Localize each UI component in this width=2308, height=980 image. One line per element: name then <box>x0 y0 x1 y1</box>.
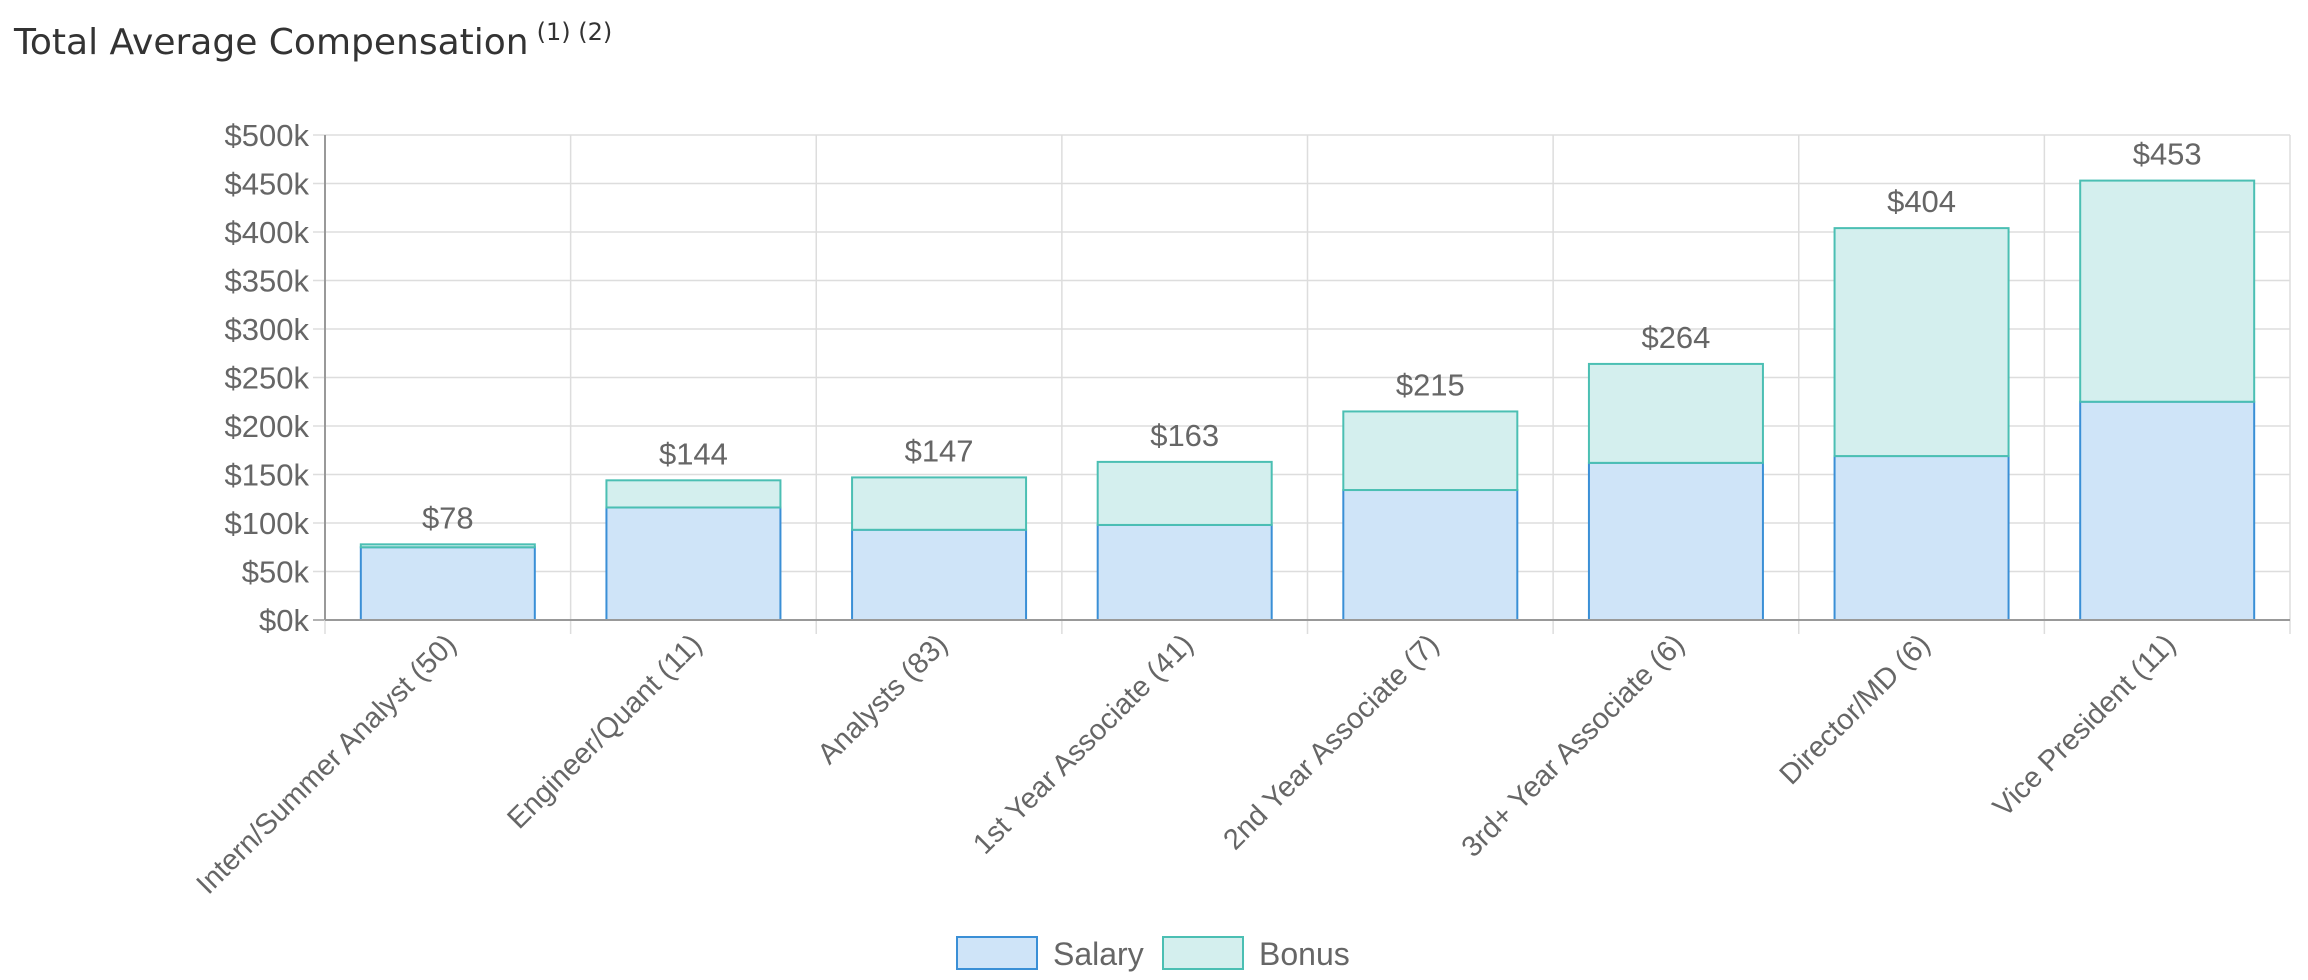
bar-salary <box>851 528 1028 621</box>
y-tick-label: $50k <box>242 555 310 590</box>
bar-salary <box>359 546 536 621</box>
bar-salary <box>1096 523 1273 621</box>
y-tick-label: $400k <box>225 215 310 250</box>
y-tick-label: $450k <box>225 167 310 202</box>
total-value-label: $264 <box>1641 320 1710 355</box>
bar-salary <box>605 506 782 622</box>
x-tick-label: Vice President (11) <box>1987 628 2182 823</box>
total-value-label: $404 <box>1887 184 1956 219</box>
x-tick-label: Director/MD (6) <box>1774 628 1937 791</box>
bar-salary <box>2079 400 2256 621</box>
legend: Salary Bonus <box>956 936 1350 972</box>
total-value-label: $147 <box>905 433 974 468</box>
y-tick-label: $250k <box>225 361 310 396</box>
bar-bonus <box>2079 179 2256 403</box>
bar-bonus <box>1096 460 1273 526</box>
bars <box>359 179 2256 622</box>
x-tick-label: Engineer/Quant (11) <box>501 628 708 835</box>
bar-bonus <box>1587 362 1764 464</box>
legend-swatch <box>956 936 1038 970</box>
total-value-label: $144 <box>659 436 728 471</box>
chart-title-text: Total Average Compensation <box>14 22 529 63</box>
chart-title-footnotes: (1) (2) <box>536 18 613 46</box>
legend-swatch <box>1162 936 1244 970</box>
total-value-label: $78 <box>422 500 474 535</box>
y-tick-label: $500k <box>225 118 310 153</box>
x-tick-label: Analysts (83) <box>812 628 954 770</box>
x-tick-label: 3rd+ Year Associate (6) <box>1456 628 1691 863</box>
legend-label: Salary <box>1053 936 1144 972</box>
bar-bonus <box>605 479 782 509</box>
axes <box>324 135 2290 621</box>
bar-bonus <box>851 476 1028 531</box>
bar-bonus <box>1342 410 1519 492</box>
chart-title: Total Average Compensation (1) (2) <box>14 18 612 63</box>
bar-salary <box>1587 461 1764 621</box>
total-labels: $78 $144 $147 $163 $215 $264 $404 $453 <box>422 137 2202 536</box>
y-tick-label: $300k <box>225 312 310 347</box>
y-tick-label: $0k <box>259 603 309 638</box>
y-tick-label: $200k <box>225 409 310 444</box>
x-tick-label: 2nd Year Associate (7) <box>1217 628 1445 856</box>
bar-bonus <box>359 543 536 549</box>
bar-salary <box>1833 455 2010 621</box>
bar-bonus <box>1833 227 2010 458</box>
y-tick-label: $100k <box>225 506 310 541</box>
x-tick-label: 1st Year Associate (41) <box>967 628 1199 860</box>
total-value-label: $453 <box>2133 137 2202 172</box>
x-tick-label: Intern/Summer Analyst (50) <box>191 628 463 900</box>
y-tick-label: $350k <box>225 264 310 299</box>
y-tick-label: $150k <box>225 458 310 493</box>
bar-salary <box>1342 489 1519 621</box>
total-value-label: $215 <box>1396 367 1465 402</box>
total-value-label: $163 <box>1150 418 1219 453</box>
legend-label: Bonus <box>1259 936 1350 972</box>
